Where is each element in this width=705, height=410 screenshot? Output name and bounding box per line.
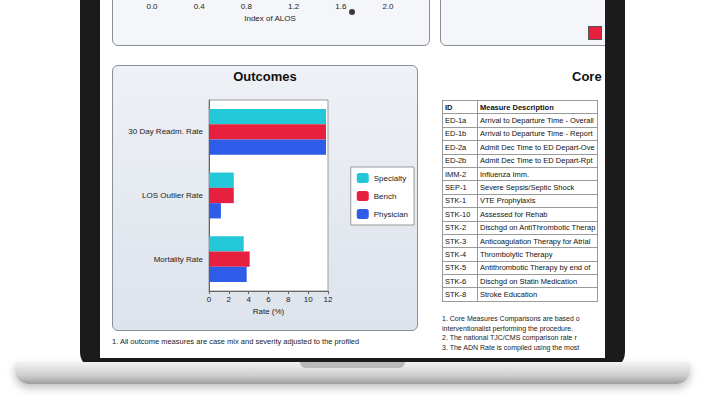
html-text:Anticoagulation Therapy for At: Anticoagulation Therapy for Atrial bbox=[480, 236, 591, 246]
html-text:Assessed for Rehab: Assessed for Rehab bbox=[480, 209, 548, 219]
html-text:0.8: 0.8 bbox=[240, 2, 252, 11]
svg-text:Specialty: Specialty bbox=[374, 174, 406, 183]
html-text:0.0: 0.0 bbox=[146, 2, 158, 11]
html-text:Dischgd on AntiThrombotic Ther: Dischgd on AntiThrombotic Therap bbox=[480, 223, 596, 233]
html-text:1. All outcome measures are ca: 1. All outcome measures are case mix and… bbox=[112, 337, 360, 346]
html-text:STK-5: STK-5 bbox=[445, 263, 467, 273]
svg-text:6: 6 bbox=[266, 295, 271, 304]
svg-text:30 Day Readm. Rate: 30 Day Readm. Rate bbox=[128, 127, 203, 136]
html-text:ID: ID bbox=[445, 102, 453, 112]
html-text:2.0: 2.0 bbox=[382, 2, 394, 11]
svg-text:12: 12 bbox=[324, 295, 333, 304]
html-text:Thrombolytic Therapy: Thrombolytic Therapy bbox=[480, 250, 553, 259]
html-text:Influenza Imm.: Influenza Imm. bbox=[480, 169, 530, 179]
html-text:STK-8: STK-8 bbox=[445, 290, 467, 300]
svg-text:Physician: Physician bbox=[374, 210, 408, 219]
html-text:Arrival to Departure Time - Re: Arrival to Departure Time - Report bbox=[480, 129, 593, 139]
html-text:Measure Description: Measure Description bbox=[480, 102, 554, 112]
html-text:Outcomes: Outcomes bbox=[233, 69, 297, 84]
html-text:Index of ALOS: Index of ALOS bbox=[244, 14, 296, 23]
html-text:3. The ADN Rate is compiled us: 3. The ADN Rate is compiled using the mo… bbox=[442, 343, 580, 351]
html-text:Stroke Education: Stroke Education bbox=[480, 290, 538, 300]
html-text:STK-10: STK-10 bbox=[445, 209, 471, 219]
svg-text:8: 8 bbox=[286, 295, 291, 304]
html-text:STK-6: STK-6 bbox=[445, 276, 467, 286]
html-text:Dischgd on Statin Medication: Dischgd on Statin Medication bbox=[480, 276, 578, 286]
html-text:1.6: 1.6 bbox=[335, 2, 347, 11]
html-text:Core: Core bbox=[572, 69, 602, 84]
html-text:STK-3: STK-3 bbox=[445, 236, 467, 246]
html-text:1.2: 1.2 bbox=[288, 2, 300, 11]
html-text:Severe Sepsis/Septic Shock: Severe Sepsis/Septic Shock bbox=[480, 183, 575, 192]
html-text:ED-2a: ED-2a bbox=[445, 142, 467, 152]
svg-text:Bench: Bench bbox=[374, 192, 397, 201]
html-text:SEP-1: SEP-1 bbox=[445, 183, 467, 192]
html-text:0.4: 0.4 bbox=[193, 2, 205, 11]
svg-text:LOS Outlier Rate: LOS Outlier Rate bbox=[142, 191, 203, 200]
svg-text:10: 10 bbox=[304, 295, 313, 304]
html-text:Arrival to Departure Time - Ov: Arrival to Departure Time - Overall bbox=[480, 116, 594, 126]
html-text:VTE Prophylaxis: VTE Prophylaxis bbox=[480, 196, 536, 206]
svg-text:4: 4 bbox=[246, 295, 251, 304]
html-text:ED-1a: ED-1a bbox=[445, 116, 467, 126]
html-text:Admit Dec Time to ED Depart-Rp: Admit Dec Time to ED Depart-Rpt bbox=[480, 156, 593, 166]
svg-text:Mortality Rate: Mortality Rate bbox=[154, 255, 204, 264]
html-text:STK-4: STK-4 bbox=[445, 250, 467, 259]
html-text:2. The national TJC/CMS compar: 2. The national TJC/CMS comparison rate … bbox=[442, 334, 577, 341]
html-text:IMM-2: IMM-2 bbox=[445, 169, 467, 179]
html-text:ED-2b: ED-2b bbox=[445, 156, 467, 166]
html-text:1. Core Measures Comparisons a: 1. Core Measures Comparisons are based o bbox=[442, 315, 580, 322]
svg-text:2: 2 bbox=[227, 295, 232, 304]
svg-text:0: 0 bbox=[207, 295, 212, 304]
html-text:interventionalist performing t: interventionalist performing the procedu… bbox=[442, 324, 574, 332]
html-text:Admit Dec Time to ED Depart-Ov: Admit Dec Time to ED Depart-Ove bbox=[480, 142, 595, 152]
html-text:STK-2: STK-2 bbox=[445, 223, 467, 233]
html-text:Antithrombotic Therapy by end: Antithrombotic Therapy by end of bbox=[480, 263, 591, 273]
html-text:ED-1b: ED-1b bbox=[445, 129, 467, 139]
svg-text:Rate (%): Rate (%) bbox=[253, 307, 285, 316]
html-text:STK-1: STK-1 bbox=[445, 196, 467, 206]
